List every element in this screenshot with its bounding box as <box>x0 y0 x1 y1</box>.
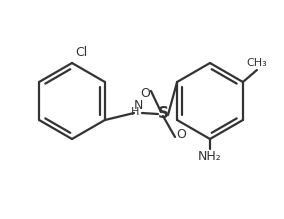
Text: O: O <box>140 87 150 100</box>
Text: Cl: Cl <box>75 46 87 59</box>
Text: O: O <box>176 128 186 141</box>
Text: CH₃: CH₃ <box>247 58 267 68</box>
Text: H: H <box>131 107 139 117</box>
Text: N: N <box>133 99 143 112</box>
Text: S: S <box>158 106 168 122</box>
Text: NH₂: NH₂ <box>198 150 222 163</box>
